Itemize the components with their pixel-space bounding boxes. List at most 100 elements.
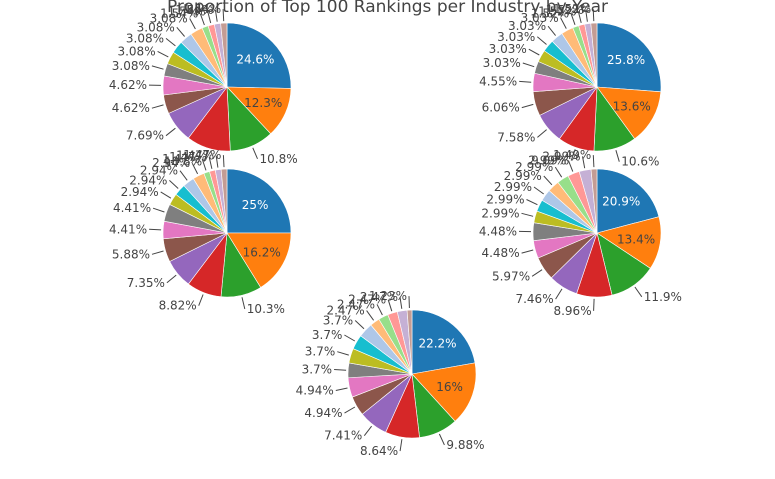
slice-label: 24.6% — [236, 52, 274, 66]
slice-label: 7.41% — [324, 429, 362, 443]
slice-label: 2.99% — [528, 153, 566, 167]
slice-leader-line — [533, 186, 544, 195]
pie-slice[interactable] — [411, 362, 477, 422]
slice-leader-line — [152, 207, 165, 213]
slice-label: 16.2% — [243, 245, 281, 259]
slice-leader-line — [165, 127, 176, 137]
slice-label: 4.62% — [112, 101, 150, 115]
slice-label: 1.47% — [162, 152, 200, 166]
slice-leader-line — [176, 26, 185, 37]
slice-leader-line — [555, 288, 563, 300]
pie-slice[interactable] — [596, 86, 662, 140]
slice-label: 8.64% — [360, 444, 398, 458]
slice-label: 20.9% — [602, 195, 640, 209]
slice-leader-line — [214, 9, 218, 22]
slice-label: 10.8% — [164, 155, 202, 169]
pie-slice[interactable] — [226, 232, 292, 288]
slice-leader-line — [521, 103, 534, 109]
slice-label: 8.96% — [553, 304, 591, 318]
slice-label: 3.03% — [497, 30, 535, 44]
slice-label: 2.99% — [542, 149, 580, 163]
slice-label: 25% — [242, 198, 269, 212]
slice-leader-line — [528, 48, 540, 56]
slice-leader-line — [241, 297, 246, 310]
pie-slice[interactable] — [226, 22, 292, 89]
slice-leader-line — [207, 11, 212, 24]
slice-label: 1.54% — [168, 4, 206, 18]
slice-leader-line — [179, 170, 188, 181]
slice-label: 16% — [436, 380, 463, 394]
pie-slice[interactable] — [590, 22, 598, 88]
pie-slice[interactable] — [596, 168, 660, 234]
slice-label: 1.52% — [538, 4, 576, 18]
pie-slice[interactable] — [596, 216, 662, 269]
slice-leader-line — [521, 212, 534, 217]
slice-leader-line — [567, 160, 574, 172]
pie-slice[interactable] — [596, 22, 662, 93]
slice-leader-line — [543, 175, 553, 186]
slice-leader-line — [615, 150, 620, 162]
slice-label: 4.94% — [296, 384, 334, 398]
slice-leader-line — [521, 249, 534, 254]
slice-leader-line — [554, 166, 563, 178]
slice-leader-line — [252, 147, 258, 159]
pie-slice[interactable] — [220, 22, 228, 88]
slice-leader-line — [531, 269, 543, 277]
slice-label: 1.23% — [369, 289, 407, 303]
slice-leader-line — [522, 62, 535, 68]
slice-leader-line — [585, 9, 588, 22]
pie-slice[interactable] — [590, 168, 598, 234]
slice-label: 3.03% — [508, 19, 546, 33]
slice-leader-line — [593, 298, 595, 311]
slice-label: 5.88% — [112, 247, 150, 261]
slice-label: 4.55% — [479, 74, 517, 88]
slice-leader-line — [526, 199, 538, 206]
slice-label: 4.94% — [304, 406, 342, 420]
slice-label: 6.06% — [482, 101, 520, 115]
slice-label: 7.58% — [497, 130, 535, 144]
slice-label: 2.99% — [504, 169, 542, 183]
slice-label: 3.08% — [112, 59, 150, 73]
slice-label: 1.52% — [546, 3, 584, 17]
slice-label: 8.82% — [159, 299, 197, 313]
slice-label: 2.94% — [121, 185, 159, 199]
slice-label: 2.47% — [337, 297, 375, 311]
slice-label: 3.08% — [117, 44, 155, 58]
pie-slice[interactable] — [220, 168, 228, 234]
slice-leader-line — [160, 191, 172, 199]
slice-leader-line — [222, 9, 225, 22]
pie-3: 25% 16.2% 10.3% 8.82% 7.35% 5.88% 4.41% 4.41% 2.… — [109, 148, 292, 316]
slice-label: 22.2% — [418, 337, 456, 351]
slice-leader-line — [376, 304, 383, 316]
slice-leader-line — [189, 18, 196, 30]
pie-slice[interactable] — [406, 309, 413, 375]
pie-slice[interactable] — [411, 309, 476, 375]
slice-label: 3.03% — [483, 56, 521, 70]
pie-2: 25.8% 13.6% 10.6% 9.09% 7.58% 6.06% 4.55% 3.03%… — [479, 2, 662, 169]
chart-title: Proportion of Top 100 Rankings per Indus… — [166, 0, 609, 17]
slice-leader-line — [169, 180, 179, 189]
slice-label: 1.47% — [183, 148, 221, 162]
slice-leader-line — [344, 406, 356, 414]
slice-leader-line — [570, 149, 576, 161]
slice-label: 4.41% — [113, 201, 151, 215]
slice-label: 1.54% — [183, 2, 221, 16]
slice-leader-line — [151, 104, 164, 109]
slice-label: 7.46% — [515, 292, 553, 306]
slice-leader-line — [334, 369, 347, 371]
slice-label: 11.9% — [644, 290, 682, 304]
slice-label: 25.8% — [607, 53, 645, 67]
slice-leader-line — [438, 433, 445, 446]
slice-leader-line — [151, 65, 164, 70]
pie-4: 20.9% 13.4% 11.9% 8.96%7.46% 5.97% 4.48% 4.48%… — [479, 148, 682, 318]
slice-label: 2.99% — [515, 160, 553, 174]
slice-leader-line — [399, 296, 403, 309]
slice-leader-line — [157, 50, 169, 58]
slice-leader-line — [335, 387, 348, 391]
slice-leader-line — [208, 156, 213, 169]
slice-leader-line — [151, 250, 164, 255]
slice-leader-line — [592, 9, 595, 22]
slice-leader-line — [201, 158, 207, 171]
pie-slice[interactable] — [226, 168, 292, 234]
